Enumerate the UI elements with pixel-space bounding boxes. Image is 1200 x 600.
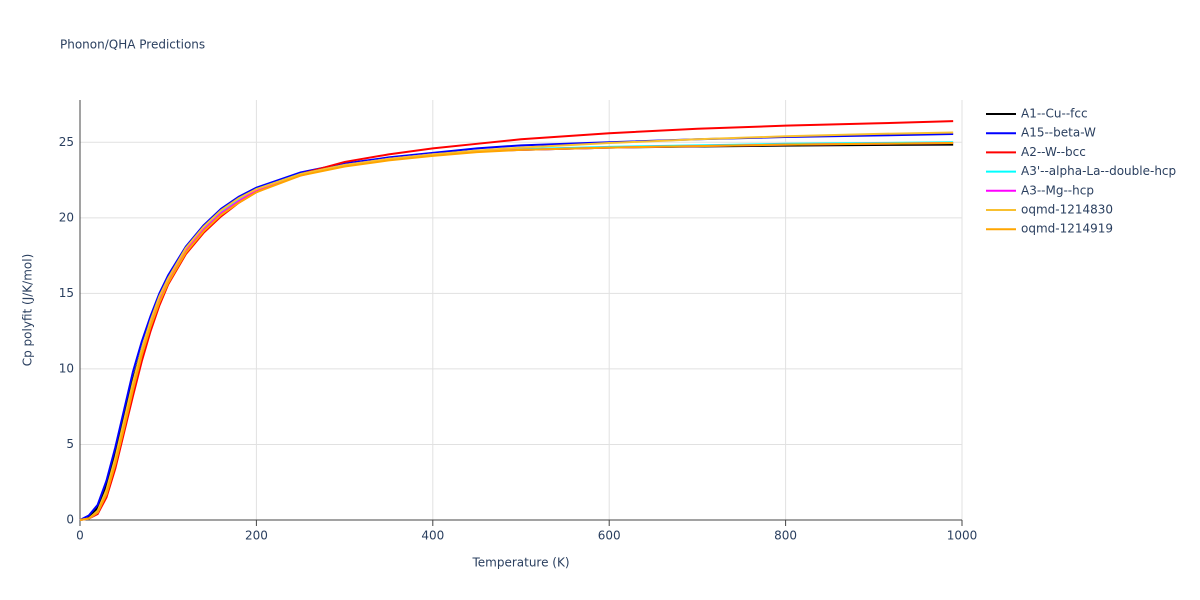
x-tick-label: 200 bbox=[245, 529, 268, 543]
series-line bbox=[79, 143, 954, 521]
x-tick-label: 800 bbox=[774, 529, 797, 543]
legend-label: A15--beta-W bbox=[1021, 126, 1096, 140]
series-line bbox=[79, 132, 954, 521]
legend-label: A2--W--bcc bbox=[1021, 145, 1086, 159]
legend-label: A3--Mg--hcp bbox=[1021, 183, 1094, 197]
y-tick-label: 25 bbox=[59, 135, 74, 149]
legend-label: oqmd-1214830 bbox=[1021, 203, 1113, 217]
x-tick-label: 400 bbox=[421, 529, 444, 543]
legend-label: A3'--alpha-La--double-hcp bbox=[1021, 164, 1176, 178]
series-line bbox=[79, 142, 954, 521]
x-tick-label: 0 bbox=[76, 529, 84, 543]
y-axis-title: Cp polyfit (J/K/mol) bbox=[21, 254, 35, 367]
y-tick-label: 5 bbox=[66, 437, 74, 451]
series-line bbox=[79, 131, 954, 521]
y-tick-label: 0 bbox=[66, 513, 74, 527]
series-line bbox=[79, 141, 954, 521]
chart-title: Phonon/QHA Predictions bbox=[60, 38, 205, 52]
series-line bbox=[79, 120, 954, 521]
x-tick-label: 1000 bbox=[947, 529, 978, 543]
x-axis-title: Temperature (K) bbox=[471, 556, 569, 570]
legend-label: A1--Cu--fcc bbox=[1021, 107, 1088, 121]
series-line bbox=[79, 142, 954, 521]
x-tick-label: 600 bbox=[598, 529, 621, 543]
y-tick-label: 15 bbox=[59, 286, 74, 300]
y-tick-label: 20 bbox=[59, 210, 74, 224]
legend-label: oqmd-1214919 bbox=[1021, 222, 1113, 236]
y-tick-label: 10 bbox=[59, 361, 74, 375]
